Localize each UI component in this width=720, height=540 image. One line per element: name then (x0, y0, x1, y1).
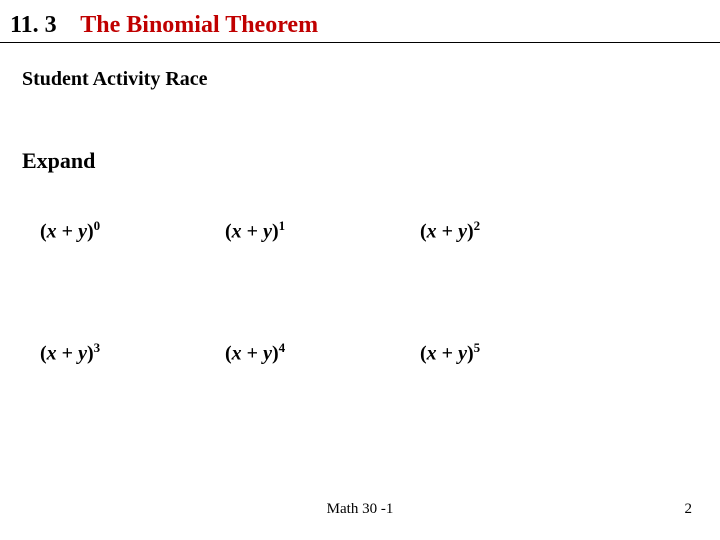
exponent: 1 (279, 218, 286, 233)
var-y: y (458, 221, 467, 243)
expr-4: (x + y)4 (225, 340, 285, 366)
plus: + (437, 221, 458, 243)
var-x: x (232, 343, 242, 365)
var-y: y (263, 221, 272, 243)
subtitle: Student Activity Race (22, 68, 208, 91)
paren-open: ( (40, 343, 47, 365)
section-title-text: The Binomial Theorem (80, 12, 318, 38)
title-underline (0, 42, 720, 43)
expr-3: (x + y)3 (40, 340, 100, 366)
slide-page: 11. 3 The Binomial Theorem Student Activ… (0, 0, 720, 540)
footer-page-number: 2 (685, 501, 693, 518)
section-title: 11. 3 The Binomial Theorem (10, 12, 318, 39)
paren-close: ) (467, 221, 474, 243)
paren-open: ( (40, 221, 47, 243)
plus: + (57, 343, 78, 365)
var-y: y (78, 343, 87, 365)
exponent: 3 (94, 340, 101, 355)
expr-2: (x + y)2 (420, 218, 480, 244)
plus: + (437, 343, 458, 365)
var-x: x (427, 343, 437, 365)
var-y: y (78, 221, 87, 243)
footer-course: Math 30 -1 (0, 501, 720, 518)
paren-open: ( (420, 343, 427, 365)
section-number: 11. 3 (10, 12, 57, 38)
exponent: 4 (279, 340, 286, 355)
paren-open: ( (225, 221, 232, 243)
paren-close: ) (87, 221, 94, 243)
var-x: x (47, 221, 57, 243)
var-y: y (458, 343, 467, 365)
expr-0: (x + y)0 (40, 218, 100, 244)
plus: + (242, 221, 263, 243)
expand-label: Expand (22, 148, 95, 174)
paren-close: ) (87, 343, 94, 365)
paren-close: ) (272, 221, 279, 243)
paren-close: ) (272, 343, 279, 365)
expr-1: (x + y)1 (225, 218, 285, 244)
paren-open: ( (225, 343, 232, 365)
var-x: x (47, 343, 57, 365)
exponent: 2 (474, 218, 481, 233)
var-y: y (263, 343, 272, 365)
paren-close: ) (467, 343, 474, 365)
paren-open: ( (420, 221, 427, 243)
expr-5: (x + y)5 (420, 340, 480, 366)
var-x: x (427, 221, 437, 243)
plus: + (242, 343, 263, 365)
var-x: x (232, 221, 242, 243)
exponent: 5 (474, 340, 481, 355)
exponent: 0 (94, 218, 101, 233)
plus: + (57, 221, 78, 243)
